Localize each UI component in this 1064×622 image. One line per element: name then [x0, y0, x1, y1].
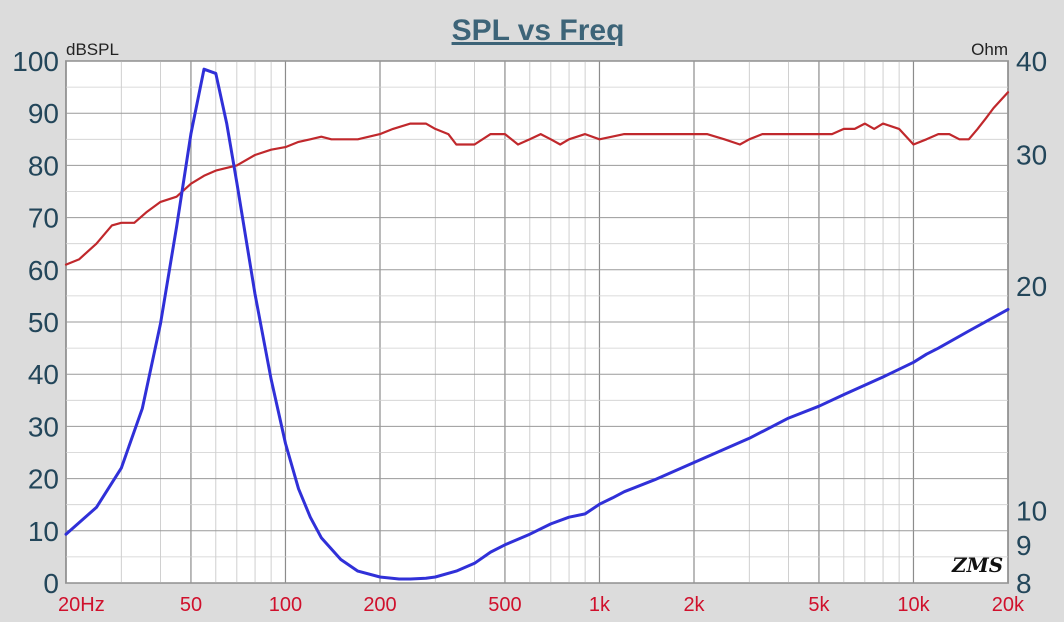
x-tick-label: 20Hz — [58, 594, 105, 616]
x-tick-label: 5k — [808, 594, 830, 616]
y-right-tick-label: 30 — [1016, 139, 1047, 170]
y-right-tick-label: 8 — [1016, 568, 1032, 599]
y-left-tick-label: 40 — [28, 359, 59, 390]
y-left-tick-label: 10 — [28, 516, 59, 547]
y-left-tick-label: 0 — [43, 568, 59, 599]
watermark: ZMS — [951, 553, 1003, 577]
y-right-unit: Ohm — [971, 40, 1008, 59]
y-left-tick-label: 60 — [28, 255, 59, 286]
x-tick-label: 10k — [897, 594, 930, 616]
y-right-tick-label: 20 — [1016, 271, 1047, 302]
x-tick-label: 500 — [488, 594, 521, 616]
y-right-tick-label: 10 — [1016, 496, 1047, 527]
x-tick-label: 20k — [992, 594, 1025, 616]
y-left-tick-label: 50 — [28, 307, 59, 338]
y-left-unit: dBSPL — [66, 40, 119, 59]
y-right-tick-label: 40 — [1016, 46, 1047, 77]
y-right-tick-label: 9 — [1016, 530, 1032, 561]
y-left-tick-label: 70 — [28, 203, 59, 234]
y-left-tick-label: 30 — [28, 411, 59, 442]
x-tick-label: 1k — [589, 594, 611, 616]
x-tick-label: 50 — [180, 594, 202, 616]
x-tick-label: 100 — [269, 594, 302, 616]
spl-series-line — [64, 91, 1010, 266]
x-tick-label: 200 — [363, 594, 396, 616]
y-left-tick-label: 90 — [28, 98, 59, 129]
grid — [65, 60, 1009, 584]
impedance-series-line — [64, 67, 1010, 581]
chart-title: SPL vs Freq — [452, 14, 625, 47]
y-left-tick-label: 80 — [28, 150, 59, 181]
series-group — [64, 67, 1010, 581]
y-left-tick-label: 100 — [12, 46, 59, 77]
x-tick-label: 2k — [683, 594, 705, 616]
y-left-tick-label: 20 — [28, 464, 59, 495]
